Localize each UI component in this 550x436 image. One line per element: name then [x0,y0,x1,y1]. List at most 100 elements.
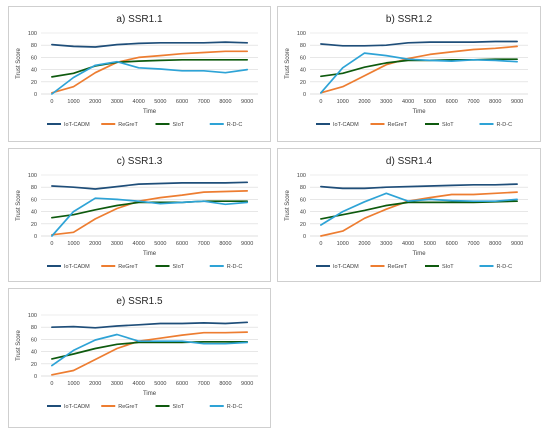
chart-title: b) SSR1.2 [386,14,433,25]
legend-label-r-d-c: R-D-C [497,122,513,128]
chart-panel-d: d) SSR1.4 0 20 40 60 80 100 0 1000 2000 3000 4000 50… [277,148,541,282]
y-tick-label: 20 [31,362,37,368]
x-tick-label: 5000 [154,99,166,105]
legend-label-siot: SIoT [442,122,454,128]
series-line-r-d-c [320,192,518,226]
series-line-r-d-c [51,197,249,237]
x-axis-label: Time [143,391,157,397]
x-tick-label: 7000 [467,241,479,247]
legend-label-r-d-c: R-D-C [227,404,243,410]
y-tick-label: 20 [31,222,37,228]
x-tick-label: 1000 [67,99,79,105]
x-tick-label: 2000 [89,99,101,105]
series-line-regret [51,50,249,94]
y-tick-label: 0 [34,92,37,98]
x-tick-label: 3000 [111,99,123,105]
y-axis-label: Trust Score [16,189,22,220]
legend-label-regret: ReGreT [118,264,138,270]
y-tick-label: 80 [300,43,306,49]
x-tick-label: 9000 [241,381,253,387]
x-tick-label: 5000 [154,241,166,247]
x-tick-label: 2000 [358,241,370,247]
x-tick-label: 8000 [489,99,501,105]
x-axis-label: Time [143,109,157,115]
y-tick-label: 100 [28,31,37,37]
x-tick-label: 1000 [67,241,79,247]
series-line-r-d-c [51,333,249,367]
x-axis-label: Time [412,109,426,115]
x-tick-label: 4000 [402,241,414,247]
legend-label-r-d-c: R-D-C [227,122,243,128]
x-tick-label: 7000 [467,99,479,105]
legend-label-r-d-c: R-D-C [227,264,243,270]
x-tick-label: 0 [50,241,53,247]
legend-label-iot-cadm: IoT-CADM [64,404,90,410]
x-tick-label: 3000 [111,241,123,247]
legend-label-iot-cadm: IoT-CADM [333,264,359,270]
y-tick-label: 100 [28,313,37,319]
y-tick-label: 80 [31,185,37,191]
series-line-regret [320,191,518,237]
chart-title: a) SSR1.1 [116,14,163,25]
chart-title: e) SSR1.5 [116,296,163,307]
x-tick-label: 7000 [198,381,210,387]
y-tick-label: 40 [300,210,306,216]
y-tick-label: 100 [297,173,306,179]
x-tick-label: 6000 [446,241,458,247]
y-tick-label: 20 [31,80,37,86]
x-tick-label: 1000 [337,241,349,247]
x-tick-label: 0 [319,241,322,247]
x-tick-label: 6000 [446,99,458,105]
y-tick-label: 60 [31,55,37,61]
legend-label-siot: SIoT [173,404,185,410]
legend-label-iot-cadm: IoT-CADM [333,122,359,128]
legend-label-siot: SIoT [173,122,185,128]
y-tick-label: 20 [300,222,306,228]
y-tick-label: 80 [300,185,306,191]
series-line-siot [51,58,249,78]
y-axis-label: Trust Score [285,47,291,78]
x-tick-label: 9000 [511,99,523,105]
series-line-iot-cadm [51,181,249,190]
x-tick-label: 1000 [67,381,79,387]
y-tick-label: 60 [300,197,306,203]
y-tick-label: 40 [31,68,37,74]
y-tick-label: 40 [31,210,37,216]
series-line-regret [51,331,249,376]
x-tick-label: 8000 [219,381,231,387]
y-tick-label: 40 [300,68,306,74]
y-tick-label: 0 [34,234,37,240]
x-tick-label: 1000 [337,99,349,105]
x-tick-label: 4000 [402,99,414,105]
series-line-regret [51,190,249,236]
chart-panel-b: b) SSR1.2 0 20 40 60 80 100 0 1000 2000 3000 4000 50… [277,6,541,142]
x-tick-label: 4000 [133,99,145,105]
y-tick-label: 60 [31,197,37,203]
x-tick-label: 8000 [219,99,231,105]
legend-label-regret: ReGreT [118,404,138,410]
series-line-r-d-c [320,52,518,94]
x-tick-label: 2000 [358,99,370,105]
y-axis-label: Trust Score [285,189,291,220]
series-line-iot-cadm [51,41,249,48]
series-line-iot-cadm [320,40,518,47]
legend-label-regret: ReGreT [388,122,408,128]
x-tick-label: 8000 [489,241,501,247]
x-tick-label: 6000 [176,241,188,247]
x-tick-label: 8000 [219,241,231,247]
legend-label-regret: ReGreT [388,264,408,270]
x-axis-label: Time [143,251,157,257]
series-line-regret [320,45,518,94]
y-axis-label: Trust Score [16,47,22,78]
x-tick-label: 3000 [380,99,392,105]
y-tick-label: 60 [31,337,37,343]
x-tick-label: 2000 [89,381,101,387]
legend-label-r-d-c: R-D-C [497,264,513,270]
x-tick-label: 5000 [424,99,436,105]
y-tick-label: 100 [297,31,306,37]
